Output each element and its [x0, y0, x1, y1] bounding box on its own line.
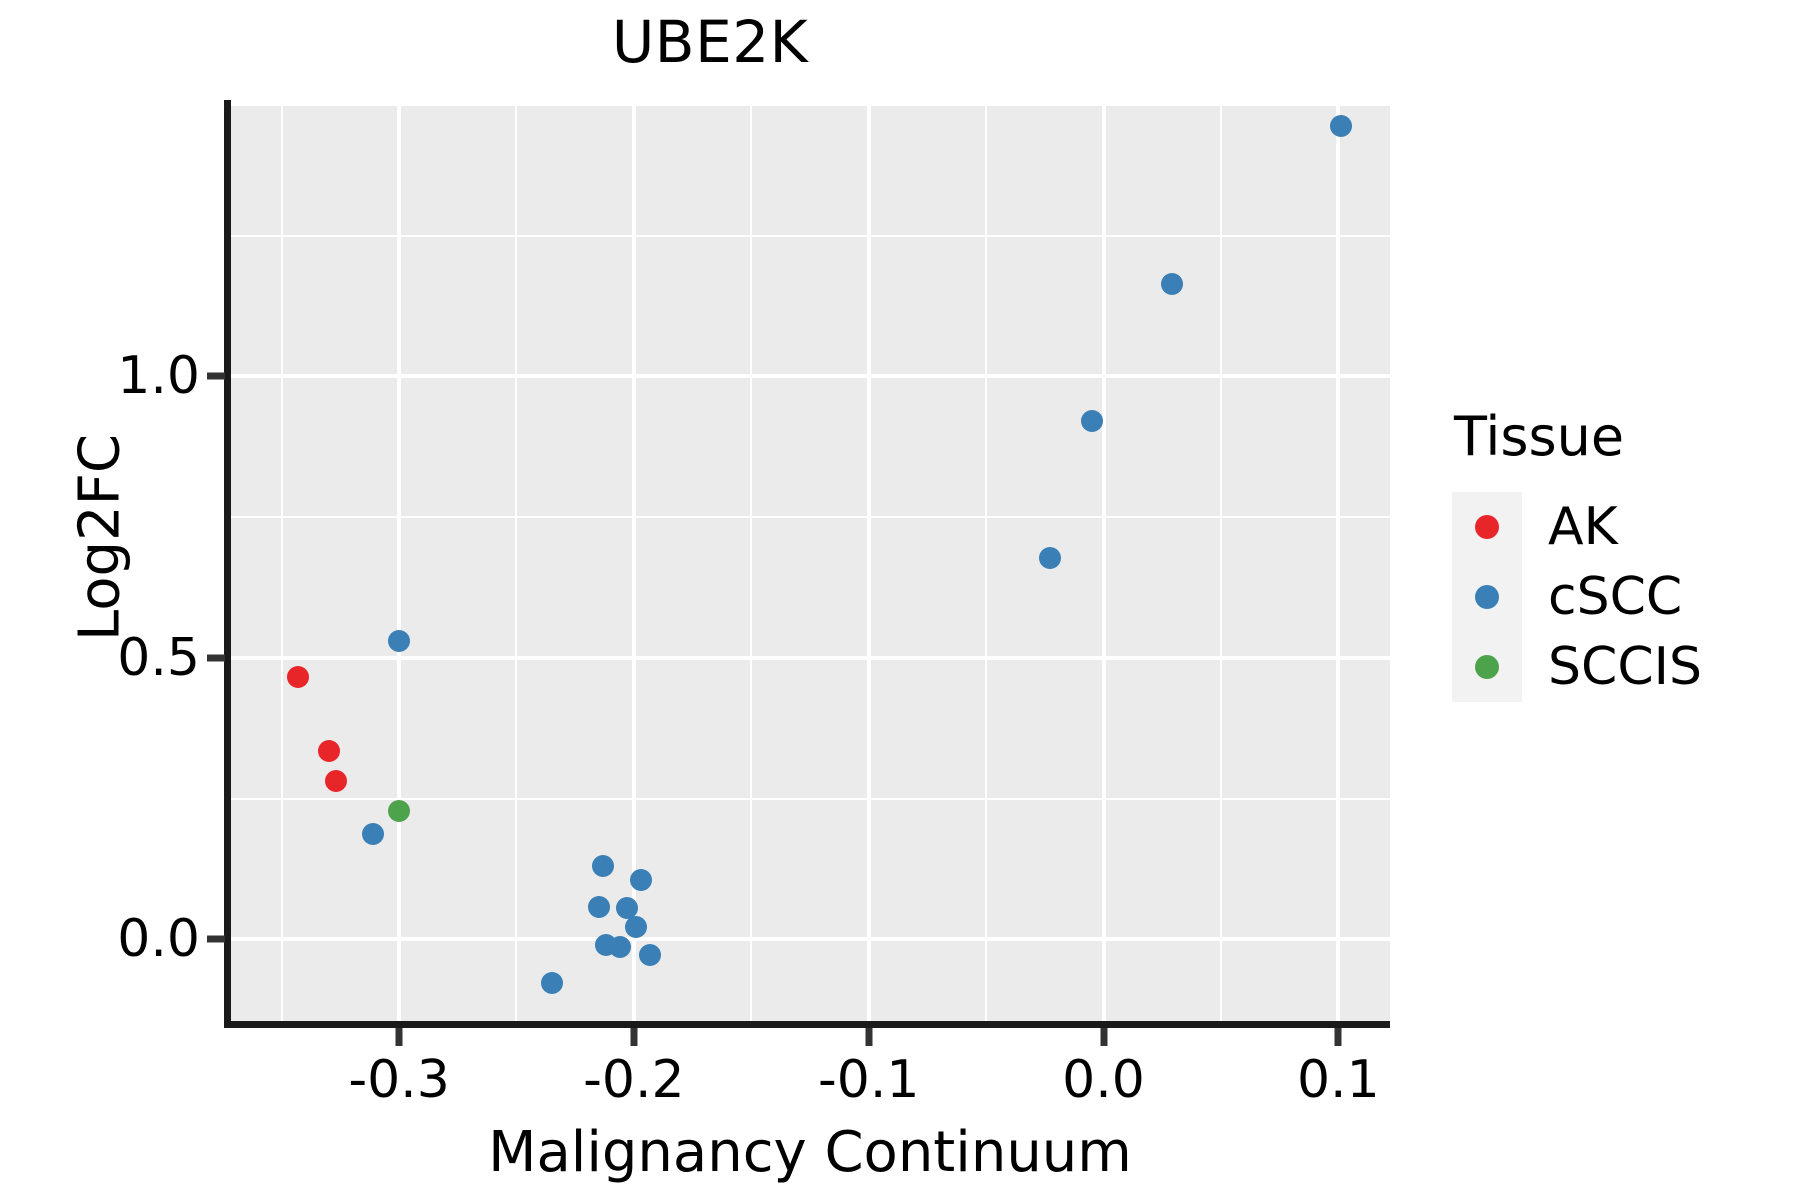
grid-line-minor-vertical	[1219, 106, 1222, 1021]
data-point-cscc	[540, 971, 563, 994]
data-point-cscc	[625, 915, 648, 938]
x-tick-mark	[630, 1028, 638, 1046]
data-point-ak	[324, 770, 347, 793]
x-tick-label: 0.0	[1062, 1050, 1145, 1110]
y-tick-mark	[207, 935, 225, 943]
grid-line-major-vertical	[866, 106, 871, 1021]
data-point-cscc	[1038, 546, 1061, 569]
data-point-cscc	[362, 823, 385, 846]
data-point-cscc	[615, 897, 638, 920]
legend-key-swatch	[1452, 562, 1522, 632]
data-point-cscc	[639, 944, 662, 967]
y-tick-mark	[207, 654, 225, 662]
plot-panel	[230, 106, 1390, 1021]
grid-line-major-horizontal	[230, 374, 1390, 379]
x-tick-label: -0.1	[817, 1050, 920, 1110]
grid-line-minor-vertical	[750, 106, 753, 1021]
data-point-cscc	[1329, 114, 1352, 137]
x-tick-mark	[865, 1028, 873, 1046]
legend-key-swatch	[1452, 632, 1522, 702]
y-axis-line	[224, 100, 231, 1027]
x-tick-mark	[1100, 1028, 1108, 1046]
grid-line-major-horizontal	[230, 937, 1390, 942]
legend-dot-icon	[1475, 655, 1499, 679]
legend-item-label: cSCC	[1548, 567, 1683, 627]
y-tick-label: 0.5	[117, 627, 200, 688]
data-point-ak	[317, 739, 340, 762]
grid-line-minor-vertical	[985, 106, 988, 1021]
x-tick-label: -0.3	[348, 1050, 450, 1110]
legend-key-swatch	[1452, 492, 1522, 562]
grid-line-major-vertical	[397, 106, 402, 1021]
x-tick-mark	[1334, 1028, 1342, 1046]
x-axis-line	[224, 1021, 1390, 1028]
legend-item-label: AK	[1548, 497, 1618, 557]
grid-line-minor-horizontal	[230, 797, 1390, 800]
data-point-ak	[287, 665, 310, 688]
grid-line-major-vertical	[1101, 106, 1106, 1021]
grid-line-major-vertical	[1336, 106, 1341, 1021]
x-axis-title: Malignancy Continuum	[488, 1120, 1132, 1185]
grid-line-minor-vertical	[280, 106, 283, 1021]
legend-item-label: SCCIS	[1548, 637, 1702, 697]
grid-line-major-vertical	[631, 106, 636, 1021]
data-point-cscc	[587, 895, 610, 918]
grid-line-minor-horizontal	[230, 516, 1390, 519]
legend-items: AK cSCC SCCIS	[1452, 492, 1702, 702]
legend-dot-icon	[1475, 585, 1499, 609]
x-tick-mark	[395, 1028, 403, 1046]
page-title: UBE2K	[611, 8, 809, 76]
legend: Tissue AK cSCC SCCIS	[1452, 405, 1702, 702]
legend-item-cscc[interactable]: cSCC	[1452, 562, 1702, 632]
y-tick-label: 0.0	[117, 909, 200, 970]
y-tick-mark	[207, 372, 225, 380]
data-point-cscc	[608, 936, 631, 959]
data-point-cscc	[629, 869, 652, 892]
legend-item-sccis[interactable]: SCCIS	[1452, 632, 1702, 702]
grid-line-minor-vertical	[515, 106, 518, 1021]
legend-item-ak[interactable]: AK	[1452, 492, 1702, 562]
x-tick-label: 0.1	[1296, 1050, 1380, 1110]
x-tick-label: -0.2	[583, 1050, 685, 1110]
data-point-sccis	[388, 799, 411, 822]
legend-dot-icon	[1475, 515, 1499, 539]
grid-line-major-horizontal	[230, 655, 1390, 660]
data-point-cscc	[592, 854, 615, 877]
data-point-cscc	[388, 629, 411, 652]
data-point-cscc	[1160, 273, 1183, 296]
legend-title: Tissue	[1454, 405, 1625, 468]
grid-line-minor-horizontal	[230, 234, 1390, 237]
data-point-cscc	[1080, 409, 1103, 432]
y-axis-title: Log2FC	[67, 434, 133, 641]
y-tick-label: 1.0	[117, 346, 200, 407]
